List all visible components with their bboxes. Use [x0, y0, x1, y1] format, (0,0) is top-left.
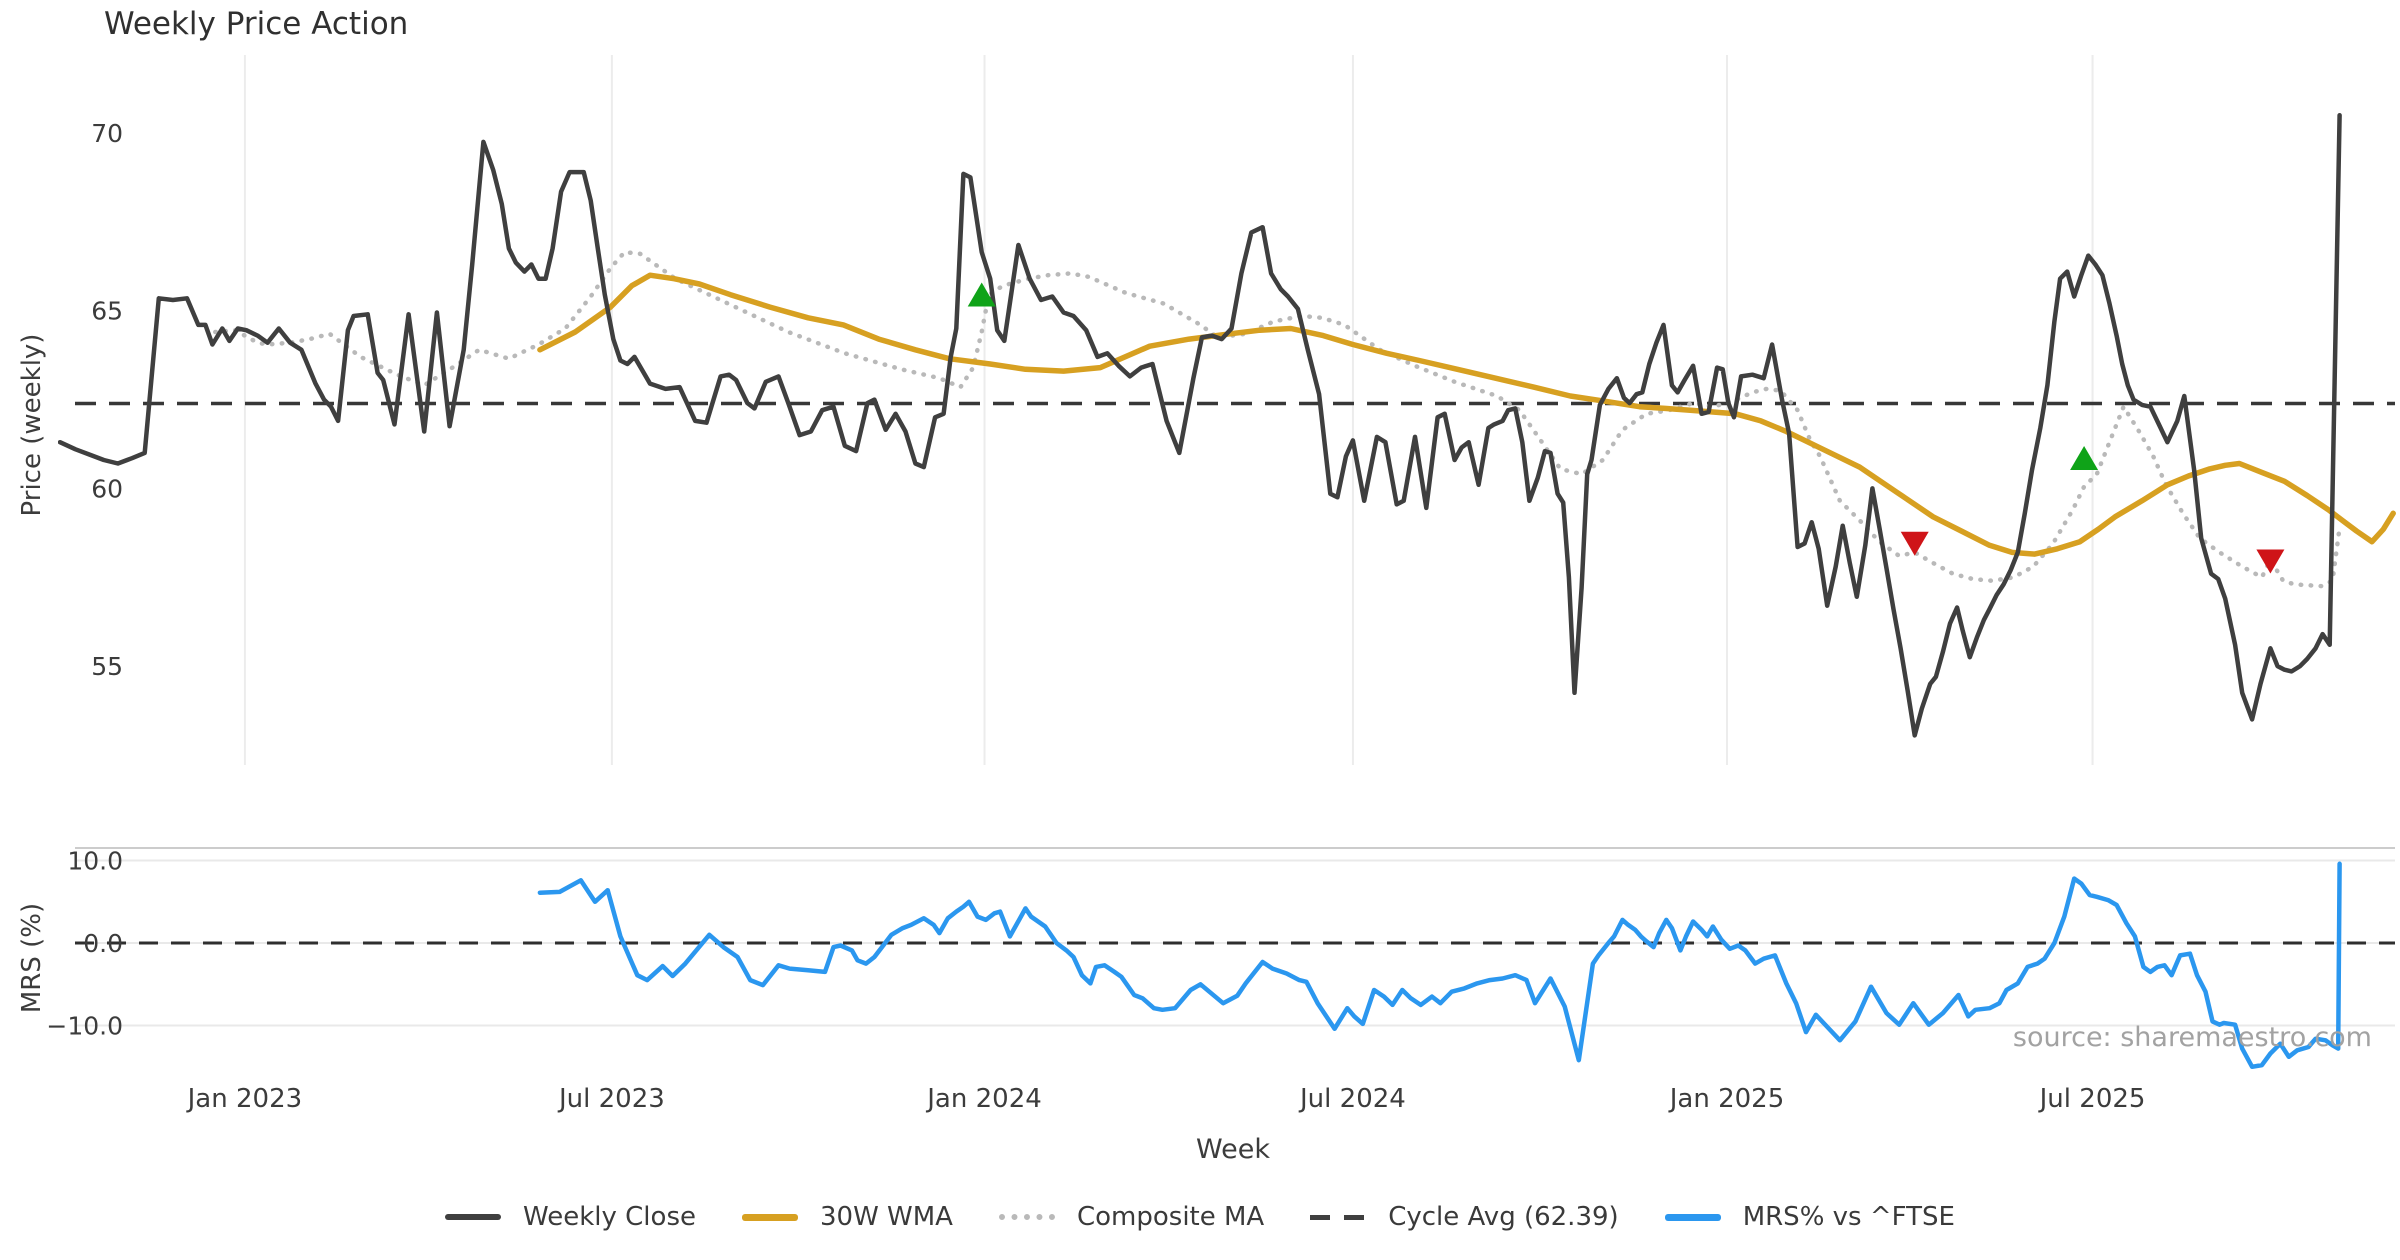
buy-signal-icon: [967, 282, 996, 307]
buy-signal-icon: [2070, 445, 2099, 470]
main-plot: [58, 112, 2396, 738]
wma-line-swatch: [741, 1213, 798, 1221]
x-tick-label: Jan 2024: [925, 1084, 1042, 1114]
x-tick-label: Jul 2023: [557, 1084, 665, 1114]
price-axis-title: Price (weekly): [17, 334, 47, 517]
page-title: Weekly Price Action: [104, 6, 409, 42]
main-gridlines: [243, 55, 2094, 765]
legend-item-wma: 30W WMA: [741, 1202, 953, 1232]
weekly-close-line: [58, 112, 2342, 738]
legend-item-weekly-close: Weekly Close: [445, 1202, 696, 1232]
legend-item-composite: Composite MA: [998, 1202, 1265, 1232]
price-tick-label: 70: [91, 119, 123, 148]
mrs-axis-title: MRS (%): [17, 903, 47, 1013]
mrs-tick-label: 0.0: [83, 929, 123, 958]
legend-item-mrs: MRS% vs ^FTSE: [1664, 1202, 1955, 1232]
source-watermark: source: sharemaestro.com: [2012, 1022, 2372, 1053]
sell-signal-icon: [2256, 549, 2285, 574]
x-axis-title: Week: [1196, 1134, 1270, 1165]
price-tick-label: 60: [91, 474, 123, 503]
sell-signal-icon: [1900, 531, 1929, 556]
cycle-avg-line-swatch: [1310, 1214, 1367, 1220]
wma-line: [537, 272, 2396, 557]
legend-label: Composite MA: [1076, 1202, 1265, 1232]
mrs-tick-label: 10.0: [67, 847, 123, 876]
mrs-tick-label: −10.0: [46, 1012, 123, 1041]
price-tick-label: 55: [91, 652, 123, 681]
legend-label: MRS% vs ^FTSE: [1742, 1202, 1955, 1232]
legend: Weekly Close 30W WMA Composite MA Cycle …: [0, 1202, 2400, 1232]
x-tick-label: Jul 2025: [2038, 1084, 2146, 1114]
mrs-line-swatch: [1664, 1213, 1721, 1221]
mrs-plot: [75, 861, 2395, 1070]
x-tick-label: Jul 2024: [1298, 1084, 1406, 1114]
legend-item-cycle-avg: Cycle Avg (62.39): [1310, 1202, 1619, 1232]
x-tick-label: Jan 2023: [186, 1084, 303, 1114]
legend-label: Weekly Close: [523, 1202, 696, 1232]
x-tick-label: Jan 2025: [1668, 1084, 1785, 1114]
weekly-close-line-swatch: [445, 1214, 502, 1220]
composite-line-swatch: [998, 1214, 1055, 1220]
price-tick-label: 65: [91, 297, 123, 326]
legend-label: 30W WMA: [819, 1202, 953, 1232]
legend-label: Cycle Avg (62.39): [1388, 1202, 1619, 1232]
axis-labels: 70 65 60 55 10.0 0.0 −10.0 Jan 2023 Jul 2023 Jan …: [17, 119, 2145, 1165]
mrs-line: [537, 861, 2342, 1070]
